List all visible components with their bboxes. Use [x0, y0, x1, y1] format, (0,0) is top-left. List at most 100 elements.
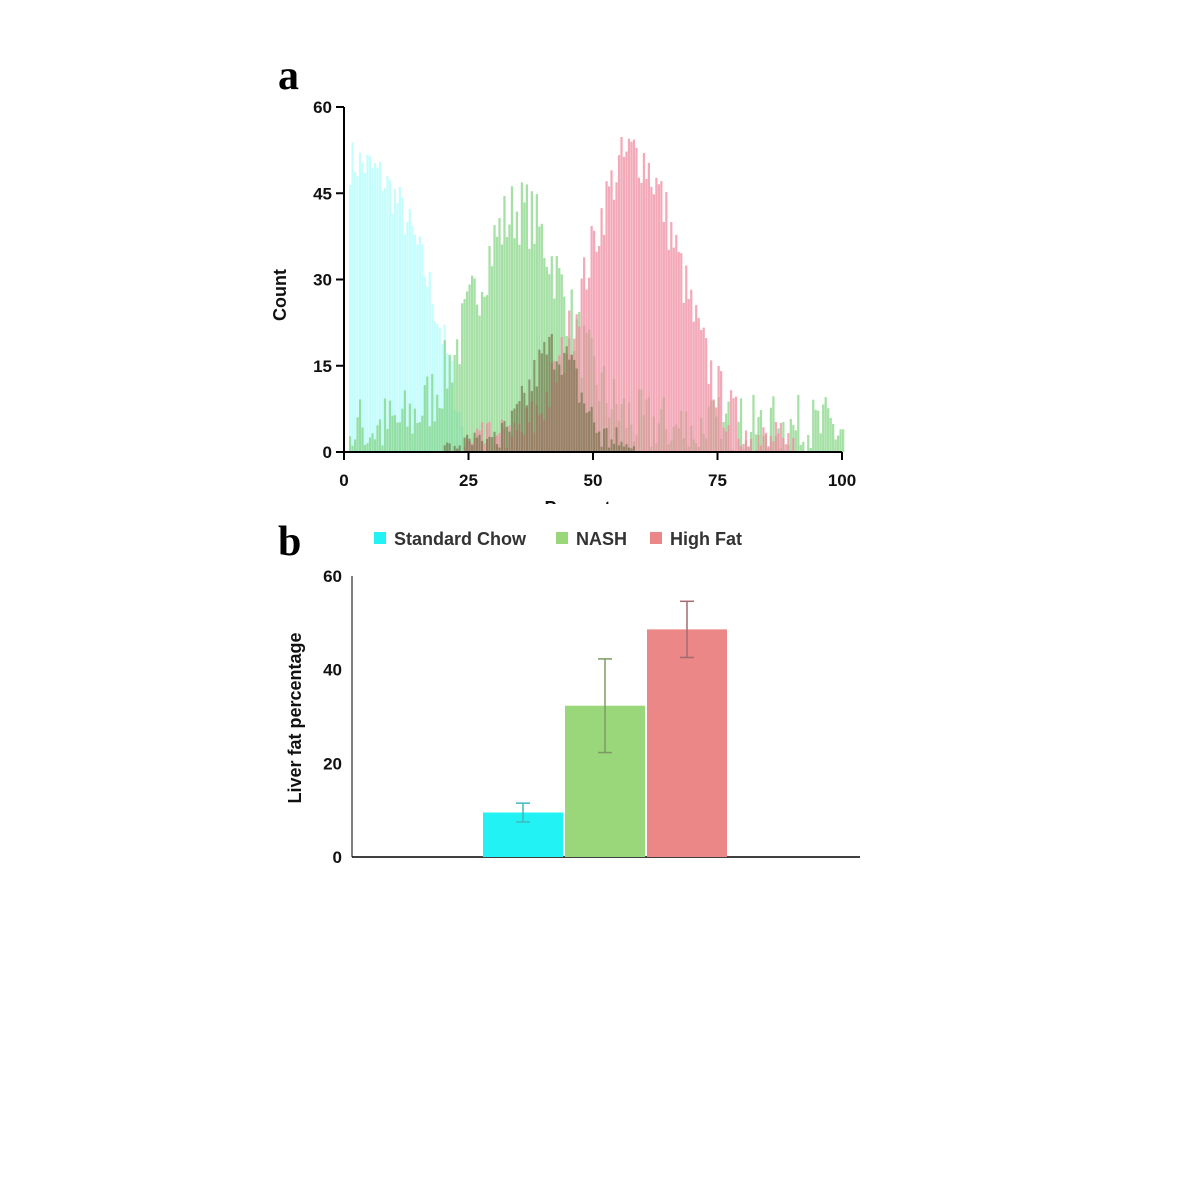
- histogram-bar: [396, 422, 399, 452]
- panel-label-a: a: [278, 53, 299, 99]
- histogram-bar: [498, 447, 501, 452]
- histogram-bar: [772, 396, 775, 452]
- histogram-bar: [580, 278, 583, 452]
- histogram-bar: [839, 429, 842, 452]
- histogram-bar: [707, 383, 710, 452]
- histogram-bar: [468, 284, 471, 452]
- histogram-bar: [627, 138, 631, 452]
- histogram-bar: [451, 382, 454, 452]
- histogram-bar: [759, 410, 763, 452]
- histogram-bar: [799, 444, 802, 452]
- histogram-bar: [578, 326, 581, 452]
- histogram-bar: [675, 234, 678, 452]
- histogram-bar: [428, 271, 431, 452]
- histogram-bar: [393, 415, 397, 452]
- histogram-bar: [630, 448, 633, 452]
- histogram-bar: [478, 434, 481, 452]
- histogram-bar: [834, 439, 837, 452]
- histogram-bar: [627, 447, 631, 452]
- histogram-axes: 0 15 30 45 60 0 25 50 75 100: [313, 98, 856, 490]
- histogram-bar: [446, 388, 449, 452]
- histogram-bar: [351, 142, 354, 452]
- histogram-bar: [787, 433, 790, 452]
- histogram-bar: [446, 442, 449, 452]
- histogram-bar: [466, 291, 469, 452]
- histogram-bar: [376, 425, 379, 452]
- histogram-bar: [812, 399, 815, 452]
- histogram-bar: [368, 437, 372, 452]
- histogram-bar: [348, 184, 352, 452]
- histogram-bar: [809, 447, 812, 452]
- histogram-bar: [493, 225, 496, 452]
- histogram-bar: [697, 318, 700, 452]
- histogram-bar: [515, 404, 519, 452]
- histogram-bar: [473, 278, 476, 452]
- histogram-bar: [789, 418, 792, 452]
- histogram-bar: [657, 184, 660, 453]
- histogram-bar: [605, 181, 608, 452]
- histogram-bar: [505, 426, 509, 452]
- histogram-x-axis-title: Percentage: [544, 498, 641, 518]
- histogram-bar: [383, 398, 387, 452]
- histogram-bar: [593, 230, 596, 452]
- histogram-bar: [525, 405, 529, 452]
- histogram-bar: [615, 182, 618, 452]
- histogram-bar: [480, 422, 484, 452]
- histogram-bar: [670, 222, 673, 452]
- histogram-bar: [757, 417, 760, 452]
- histogram-bar: [538, 349, 541, 452]
- histogram-bar: [782, 421, 785, 452]
- histogram-bar: [777, 433, 780, 452]
- histogram-bar: [483, 443, 486, 452]
- histogram-y-tick-label: 30: [313, 271, 332, 290]
- histogram-bar: [650, 186, 653, 452]
- histogram-bar: [822, 404, 825, 452]
- histogram-bar: [378, 161, 382, 452]
- histogram-bar: [391, 415, 394, 452]
- histogram-bar: [421, 415, 424, 452]
- histogram-bar: [719, 371, 723, 452]
- histogram-bar: [411, 433, 414, 452]
- histogram-bar: [645, 179, 648, 452]
- histogram-series-high_fat: [463, 137, 795, 453]
- histogram-bar: [473, 432, 476, 452]
- histogram-bar: [573, 360, 576, 452]
- histogram-bar: [610, 439, 613, 452]
- histogram-bar: [555, 361, 558, 452]
- histogram-bar: [794, 430, 797, 452]
- histogram-bar: [774, 421, 778, 452]
- histogram-bar: [548, 336, 551, 452]
- histogram-bar: [356, 417, 359, 452]
- histogram-bar: [727, 425, 730, 452]
- histogram-bar: [528, 248, 531, 452]
- histogram-bar: [717, 365, 720, 452]
- histogram-bar: [602, 234, 606, 452]
- histogram-bar: [366, 443, 369, 452]
- histogram-bar: [729, 390, 733, 452]
- histogram-bar: [570, 354, 573, 452]
- histogram-bar: [461, 303, 464, 452]
- histogram-bar: [411, 226, 414, 452]
- histogram-bar: [667, 249, 670, 452]
- histogram-bar: [381, 191, 384, 452]
- histogram-bar: [363, 172, 367, 453]
- histogram-bar: [597, 246, 601, 452]
- histogram-bar: [431, 373, 434, 452]
- histogram-bar: [495, 444, 499, 452]
- histogram-bars: [348, 137, 845, 453]
- histogram-bar: [757, 435, 760, 452]
- histogram-bar: [523, 392, 526, 452]
- histogram-bar: [406, 221, 409, 452]
- histogram-bar: [662, 222, 665, 452]
- histogram-bar: [837, 435, 840, 452]
- histogram-bar: [585, 412, 588, 452]
- histogram-y-tick-label: 0: [323, 443, 332, 462]
- histogram-bar: [438, 327, 441, 452]
- histogram-bar: [456, 339, 459, 452]
- histogram-bar: [356, 175, 359, 452]
- histogram-bar: [466, 434, 469, 452]
- histogram-bar: [705, 338, 708, 452]
- histogram-bar: [558, 364, 561, 452]
- histogram-bar: [685, 265, 688, 452]
- histogram-bar: [475, 304, 479, 452]
